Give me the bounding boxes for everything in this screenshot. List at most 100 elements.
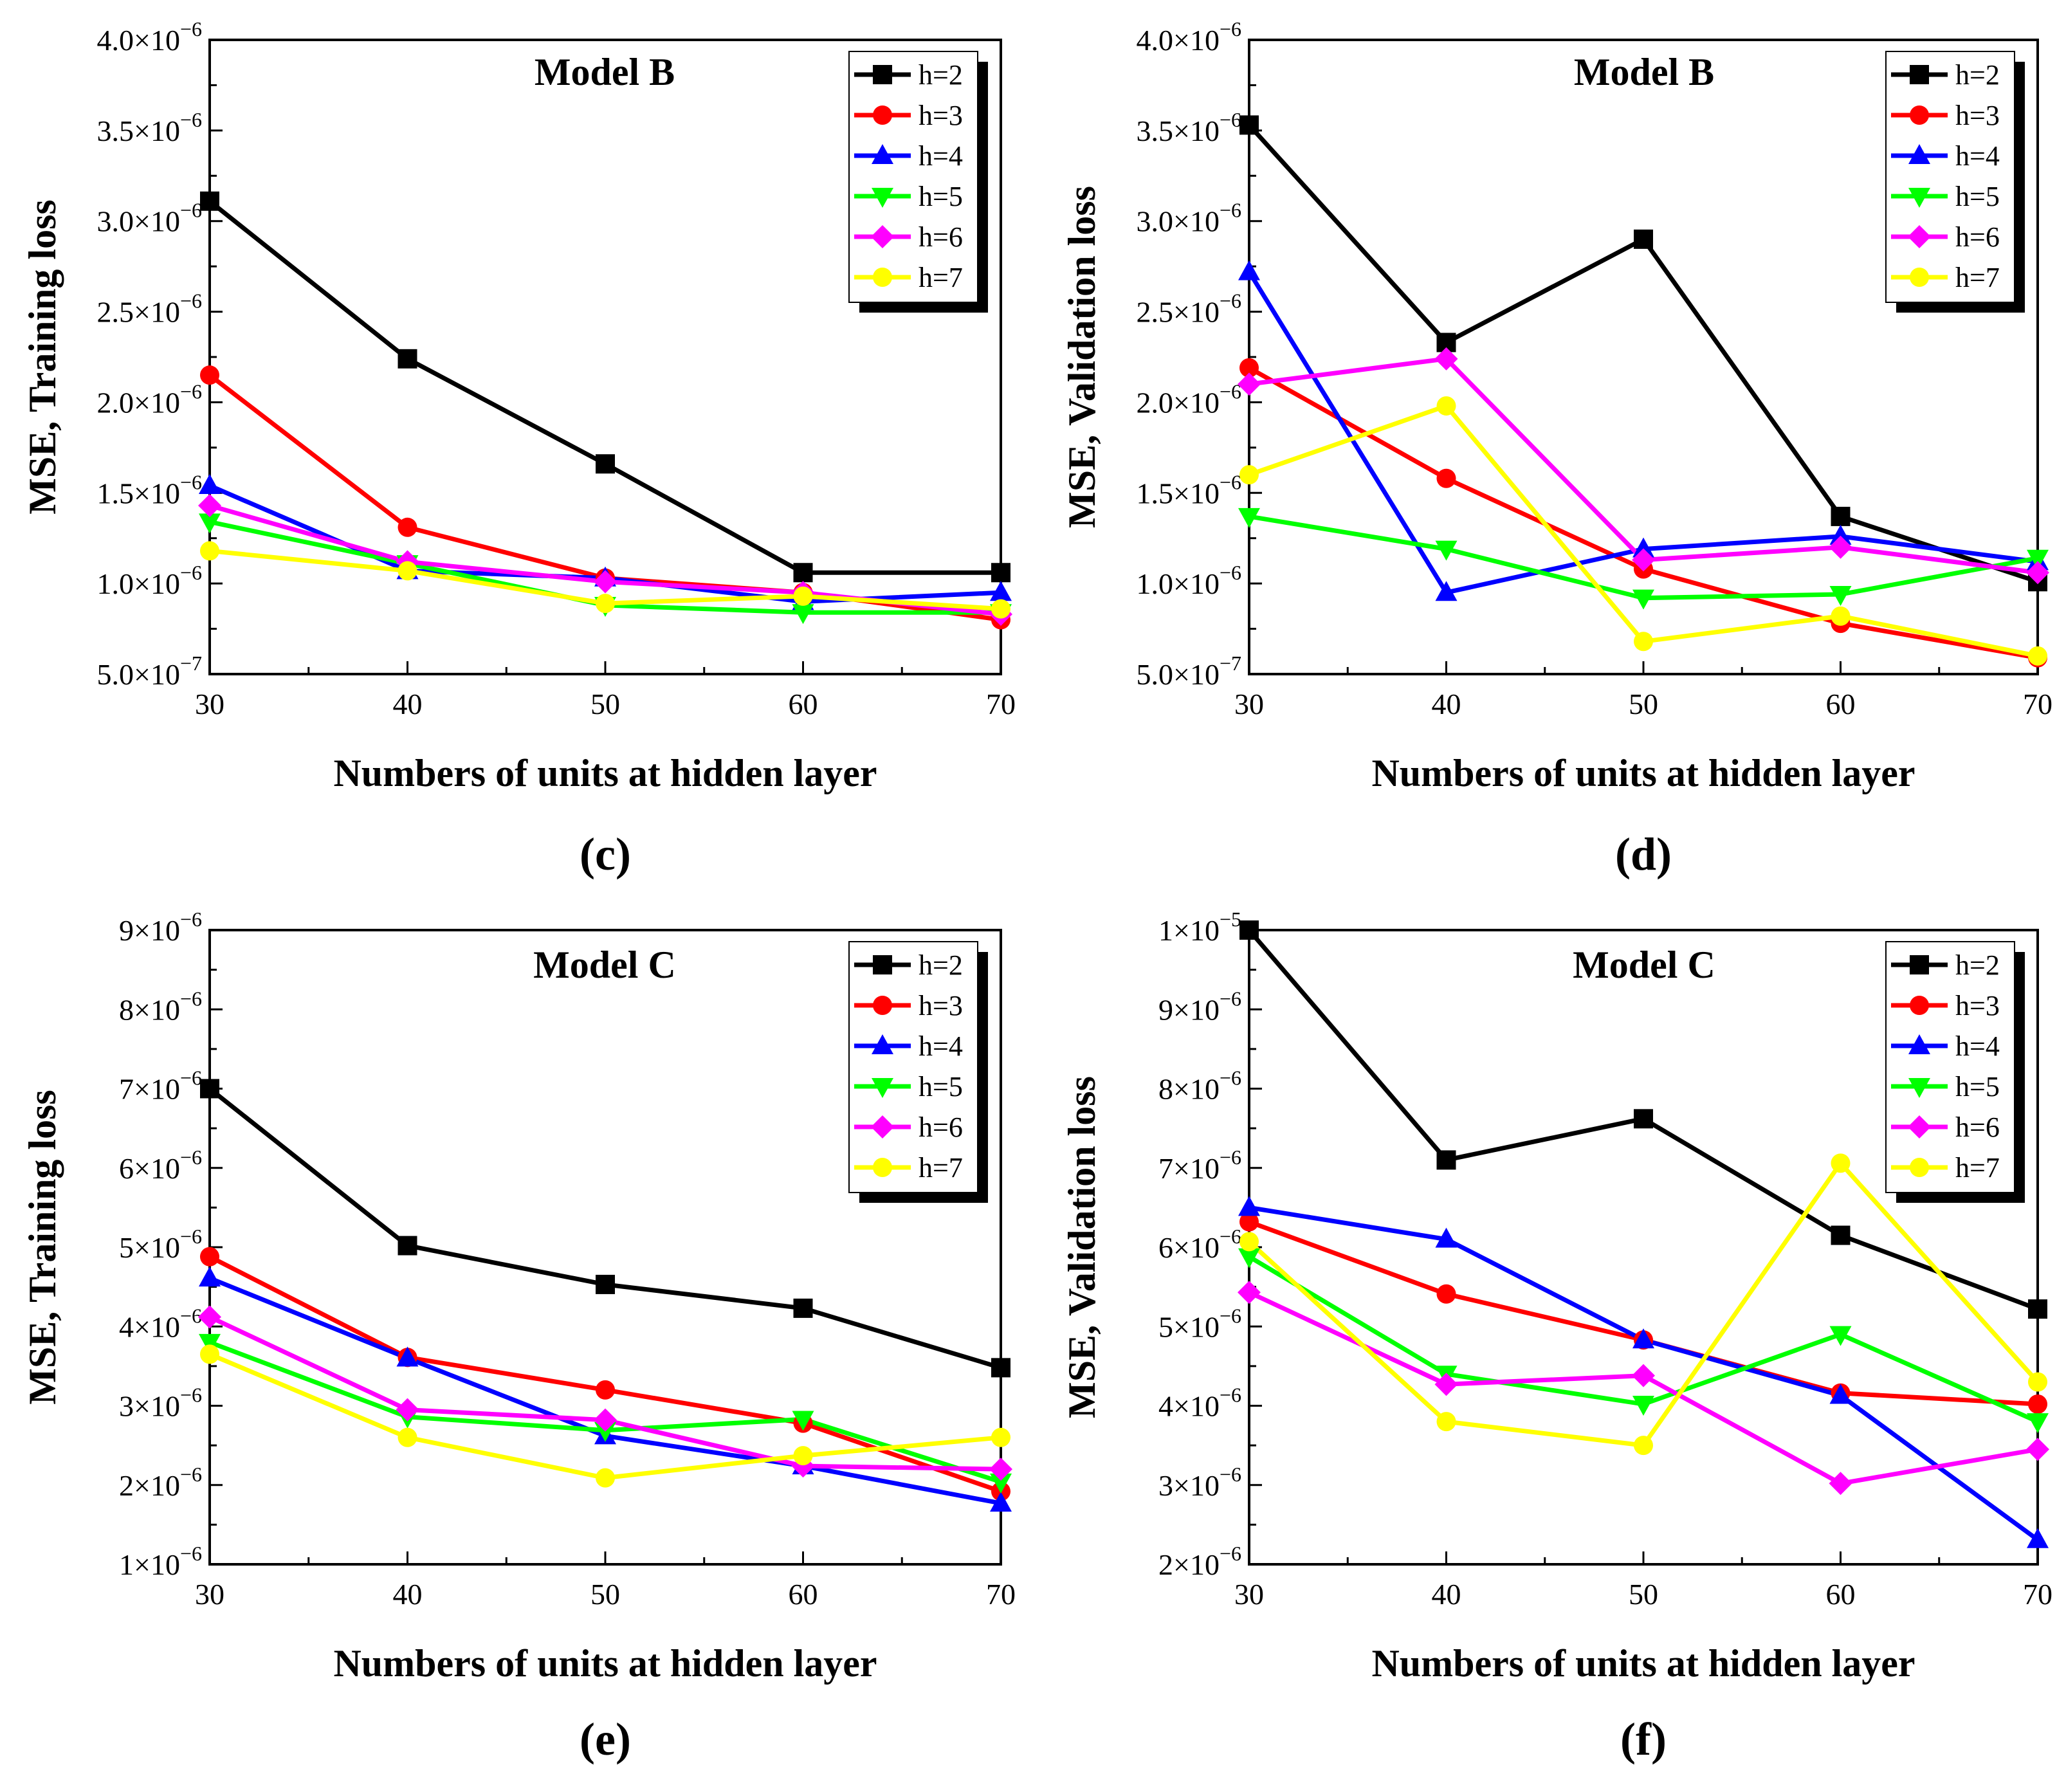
data-point-h6 <box>1238 1281 1261 1304</box>
data-point-h5 <box>990 1473 1012 1494</box>
data-point-h3 <box>1436 468 1456 488</box>
legend-marker-h2 <box>1910 955 1929 974</box>
plot-area <box>198 191 1012 630</box>
chart-panel-c: 30 40 50 60 70 5.0×10−7 1.0×10−6 1.5×10−6 2.0×10… <box>21 17 1016 880</box>
data-point-h2 <box>1436 1150 1456 1170</box>
x-tick-label: 40 <box>1432 688 1461 720</box>
legend-marker-h4 <box>872 144 893 164</box>
x-tick-label: 70 <box>986 1578 1016 1611</box>
data-point-h2 <box>2028 1299 2047 1319</box>
x-tick-label: 60 <box>1826 688 1856 720</box>
data-point-h7 <box>1634 632 1653 652</box>
legend-marker-h3 <box>1910 105 1929 125</box>
data-point-h6 <box>989 1458 1012 1481</box>
data-point-h5 <box>1829 1326 1852 1346</box>
panel-title: Model B <box>1574 51 1714 93</box>
legend-label-h5: h=5 <box>919 181 963 212</box>
data-point-h2 <box>1634 229 1653 249</box>
legend-label-h5: h=5 <box>919 1071 963 1102</box>
panel-title: Model C <box>533 944 676 986</box>
data-point-h7 <box>991 1427 1010 1447</box>
data-point-h4 <box>199 1266 221 1287</box>
x-tick-label: 50 <box>1629 688 1658 720</box>
legend-label-h2: h=2 <box>919 59 963 91</box>
legend-label-h5: h=5 <box>1955 1071 2000 1102</box>
y-tick-label: 2.0×10−6 <box>97 379 203 419</box>
y-tick-label: 2.5×10−6 <box>97 289 203 329</box>
data-point-h2 <box>1634 1109 1653 1129</box>
legend-marker-h7 <box>873 1158 892 1177</box>
data-point-h4 <box>1435 1227 1458 1248</box>
y-tick-label: 1.0×10−6 <box>1137 561 1242 600</box>
legend-label-h5: h=5 <box>1955 181 2000 212</box>
data-point-h7 <box>1634 1436 1653 1456</box>
legend-label-h7: h=7 <box>919 262 963 293</box>
legend-marker-h3 <box>1910 996 1929 1015</box>
y-axis-title: MSE, Validation loss <box>1061 1076 1103 1418</box>
y-tick-label: 6×10−6 <box>119 1146 202 1185</box>
data-point-h7 <box>200 1344 219 1364</box>
y-tick-label: 8×10−6 <box>119 987 202 1026</box>
data-point-h2 <box>596 1274 615 1294</box>
data-point-h6 <box>2026 1438 2049 1461</box>
y-tick-label: 2×10−6 <box>1158 1542 1241 1581</box>
data-point-h5 <box>1238 1248 1260 1268</box>
x-axis-title: Numbers of units at hidden layer <box>1371 1642 1915 1685</box>
data-point-h4 <box>1632 537 1654 558</box>
legend: h=2 h=3 h=4 h=5 h=6 h=7 <box>848 51 988 313</box>
legend: h=2 h=3 h=4 h=5 h=6 h=7 <box>1885 941 2025 1203</box>
x-tick-label: 60 <box>789 688 818 720</box>
x-tick-label: 70 <box>2023 688 2052 720</box>
legend-box <box>1885 51 2015 303</box>
legend-marker-h7 <box>1910 1158 1929 1177</box>
legend-marker-h6 <box>1908 225 1931 248</box>
chart-panel-f: 30 40 50 60 70 2×10−6 3×10−6 4×10−6 5×10−6 6×10−6… <box>1061 908 2052 1765</box>
data-point-h4 <box>199 474 221 495</box>
x-tick-label: 50 <box>590 1578 620 1611</box>
y-tick-label: 2×10−6 <box>119 1463 202 1502</box>
data-point-h6 <box>2026 561 2049 585</box>
x-tick-label: 40 <box>393 688 423 720</box>
data-point-h3 <box>200 1247 219 1266</box>
legend-marker-h6 <box>1908 1115 1931 1138</box>
y-tick-label: 9×10−6 <box>1158 987 1241 1026</box>
legend-marker-h5 <box>1908 1078 1930 1098</box>
data-point-h4 <box>1632 1328 1654 1349</box>
legend-label-h2: h=2 <box>919 949 963 981</box>
data-point-h7 <box>398 1427 417 1447</box>
data-point-h3 <box>2028 1394 2047 1414</box>
data-point-h4 <box>2027 1528 2049 1548</box>
plot-area <box>198 1079 1012 1512</box>
legend-label-h4: h=4 <box>1955 1030 2000 1062</box>
data-point-h7 <box>1436 1412 1456 1432</box>
data-point-h6 <box>1632 1364 1655 1387</box>
y-axis-title: MSE, Validation loss <box>1061 186 1103 528</box>
legend-marker-h4 <box>1908 144 1930 164</box>
series-line-h3 <box>1248 365 2038 661</box>
data-point-h2 <box>793 1298 813 1318</box>
legend-label-h4: h=4 <box>919 1030 963 1062</box>
data-point-h5 <box>199 1333 221 1354</box>
data-point-h6 <box>594 570 617 594</box>
x-tick-label: 70 <box>986 688 1016 720</box>
legend-marker-h2 <box>873 65 892 84</box>
data-point-h7 <box>1831 606 1851 626</box>
plot-area <box>1238 115 2049 668</box>
data-point-h3 <box>1239 358 1259 378</box>
x-tick-label: 30 <box>195 688 224 720</box>
panel-title: Model B <box>535 51 675 93</box>
data-point-h2 <box>200 191 219 211</box>
legend-box <box>1885 941 2015 1193</box>
y-tick-label: 1.0×10−6 <box>97 561 203 600</box>
data-point-h5 <box>1829 586 1852 607</box>
y-tick-label: 2.0×10−6 <box>1137 379 1242 419</box>
data-point-h4 <box>1238 1196 1260 1216</box>
data-point-h2 <box>1239 115 1259 135</box>
data-point-h7 <box>1239 1232 1259 1252</box>
data-point-h5 <box>2027 549 2049 570</box>
data-point-h6 <box>1829 535 1852 559</box>
y-axis-title: MSE, Training loss <box>21 1090 64 1405</box>
y-tick-label: 4.0×10−6 <box>1137 17 1242 57</box>
x-tick-label: 50 <box>1629 1578 1658 1611</box>
data-point-h4 <box>1829 524 1852 545</box>
